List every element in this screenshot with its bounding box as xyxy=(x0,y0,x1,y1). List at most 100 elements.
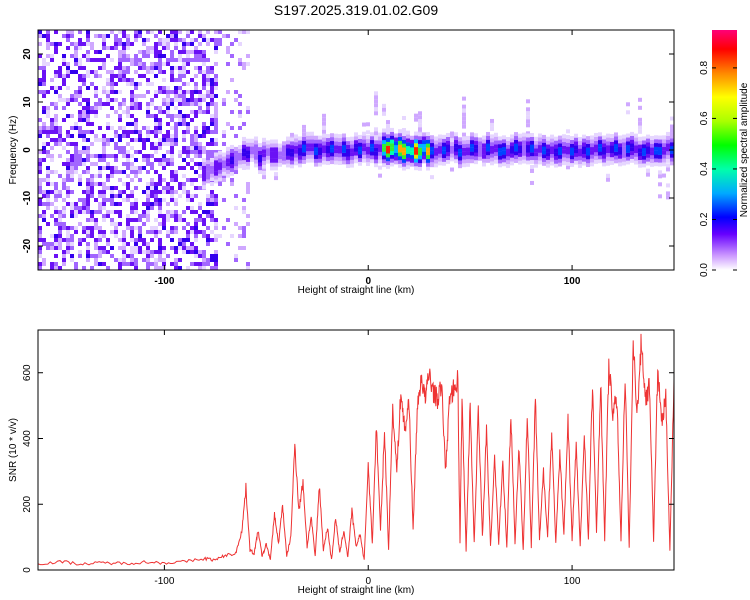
spectrogram-cell xyxy=(74,210,78,214)
spectrogram-cell xyxy=(458,137,462,142)
spectrogram-cell xyxy=(202,173,206,178)
spectrogram-cell xyxy=(170,70,174,74)
spectrogram-cell xyxy=(86,38,90,42)
spectrogram-cell xyxy=(210,214,214,218)
spectrogram-cell xyxy=(302,144,306,149)
spectrogram-cell xyxy=(146,130,150,134)
spectrogram-cell xyxy=(390,135,394,140)
spectrogram-cell xyxy=(186,50,190,54)
spectrogram-cell xyxy=(130,62,134,66)
spectrogram-cell xyxy=(578,152,582,157)
spectrogram-cell xyxy=(230,42,234,46)
spectrogram-cell xyxy=(638,129,642,134)
spectrogram-cell xyxy=(526,156,530,161)
spectrogram-cell xyxy=(134,58,138,62)
spectrogram-cell xyxy=(118,138,122,142)
spectrogram-cell xyxy=(402,155,406,160)
spectrogram-cell xyxy=(638,97,642,102)
spectrogram-cell xyxy=(38,82,42,86)
spectrogram-cell xyxy=(162,38,166,42)
spectrogram-cell xyxy=(310,143,314,148)
spectrogram-cell xyxy=(54,266,58,270)
spectrogram-cell xyxy=(610,137,614,142)
spectrogram-cell xyxy=(490,157,494,162)
spectrogram-cell xyxy=(226,154,230,159)
spectrogram-cell xyxy=(170,126,174,130)
spectrogram-cell xyxy=(186,246,190,250)
spectrogram-cell xyxy=(54,126,58,130)
spectrogram-cell xyxy=(322,113,326,118)
spectrogram-cell xyxy=(74,266,78,270)
spectrogram-cell xyxy=(562,134,566,139)
spectrogram-cell xyxy=(526,111,530,116)
spectrogram-cell xyxy=(102,154,106,158)
spectrogram-x-label: Height of straight line (km) xyxy=(298,285,415,296)
spectrogram-cell xyxy=(194,186,198,190)
spectrogram-cell xyxy=(86,118,90,122)
spectrogram-cell xyxy=(426,143,430,148)
spectrogram-cell xyxy=(114,154,118,158)
spectrogram-cell xyxy=(414,143,418,148)
spectrogram-cell xyxy=(462,151,466,156)
spectrogram-cell xyxy=(166,38,170,42)
spectrogram-cell xyxy=(166,202,170,206)
spectrogram-cell xyxy=(198,94,202,98)
spectrogram-y-label: Frequency (Hz) xyxy=(8,116,19,185)
spectrogram-cell xyxy=(154,62,158,66)
spectrogram-cell xyxy=(50,266,54,270)
spectrogram-cell xyxy=(350,148,354,153)
spectrogram-cell xyxy=(78,134,82,138)
spectrogram-cell xyxy=(142,238,146,242)
spectrogram-cell xyxy=(526,131,530,136)
spectrogram-cell xyxy=(638,155,642,160)
spectrogram-cell xyxy=(134,38,138,42)
spectrogram-cell xyxy=(546,152,550,157)
spectrogram-cell xyxy=(586,162,590,167)
spectrogram-cell xyxy=(94,106,98,110)
spectrogram-cell xyxy=(218,38,222,42)
spectrogram-cell xyxy=(238,234,242,238)
spectrogram-cell xyxy=(382,163,386,168)
spectrogram-cell xyxy=(122,182,126,186)
spectrogram-cell xyxy=(502,146,506,151)
spectrogram-cell xyxy=(210,70,214,74)
spectrogram-cell xyxy=(210,66,214,70)
spectrogram-cell xyxy=(598,136,602,141)
spectrogram-cell xyxy=(150,30,154,34)
spectrogram-cell xyxy=(58,218,62,222)
spectrogram-cell xyxy=(386,145,390,150)
spectrogram-cell xyxy=(558,158,562,163)
spectrogram-cell xyxy=(182,98,186,102)
spectrogram-cell xyxy=(438,146,442,151)
spectrogram-cell xyxy=(150,250,154,254)
spectrogram-cell xyxy=(146,158,150,162)
spectrogram-cell xyxy=(390,162,394,167)
spectrogram-cell xyxy=(658,139,662,144)
spectrogram-cell xyxy=(94,210,98,214)
spectrogram-cell xyxy=(386,164,390,169)
spectrogram-cell xyxy=(210,254,214,258)
spectrogram-cell xyxy=(154,262,158,266)
spectrogram-cell xyxy=(318,154,322,159)
spectrogram-cell xyxy=(526,107,530,112)
spectrogram-cell xyxy=(154,190,158,194)
spectrogram-cell xyxy=(222,156,226,161)
spectrogram-cell xyxy=(38,78,42,82)
spectrogram-cell xyxy=(134,218,138,222)
spectrogram-cell xyxy=(162,138,166,142)
spectrogram-cell xyxy=(370,143,374,148)
spectrogram-cell xyxy=(94,74,98,78)
spectrogram-cell xyxy=(102,58,106,62)
spectrogram-cell xyxy=(178,194,182,198)
spectrogram-cell xyxy=(98,174,102,178)
spectrogram-cell xyxy=(462,155,466,160)
spectrogram-cell xyxy=(222,167,226,172)
spectrogram-cell xyxy=(146,114,150,118)
spectrogram-cell xyxy=(646,134,650,139)
spectrogram-cell xyxy=(154,34,158,38)
spectrogram-cell xyxy=(50,262,54,266)
spectrogram-cell xyxy=(98,202,102,206)
spectrogram-cell xyxy=(518,137,522,142)
spectrogram-cell xyxy=(150,62,154,66)
